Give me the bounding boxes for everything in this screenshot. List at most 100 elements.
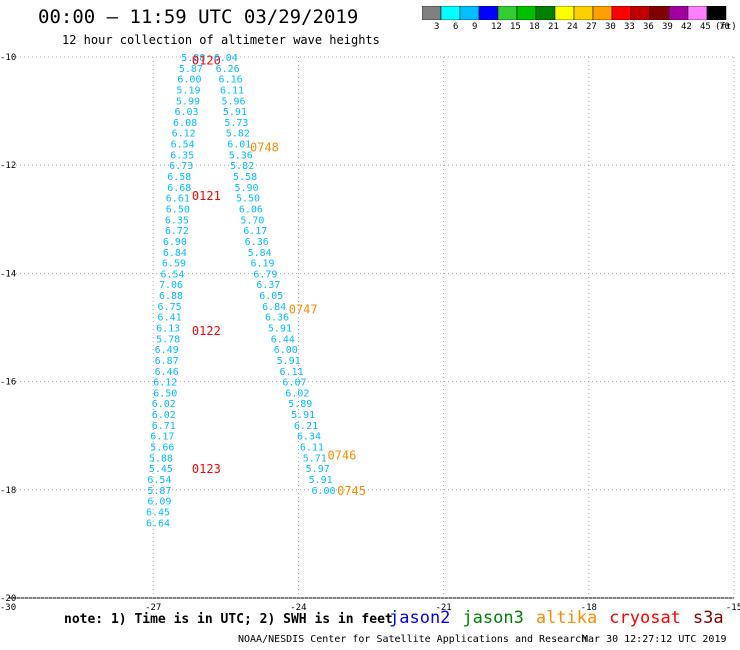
colorbar-label: 6 [453, 22, 459, 32]
colorbar-label: 12 [491, 22, 502, 32]
footer-note: note: 1) Time is in UTC; 2) SWH is in fe… [64, 612, 393, 627]
data-point-label: 5.50 [236, 194, 260, 205]
data-point-label: 6.16 [219, 75, 243, 86]
x-tick-label: -21 [435, 603, 451, 613]
data-point-label: 6.50 [153, 388, 177, 399]
data-point-label: 5.96 [221, 96, 245, 107]
data-point-label: 7.06 [159, 280, 183, 291]
data-point-label: 6.46 [155, 367, 179, 378]
pass-time-label: 0747 [289, 303, 318, 317]
colorbar-label: 33 [624, 22, 635, 32]
data-point-label: 6.88 [159, 291, 183, 302]
pass-time-label: 0123 [192, 462, 221, 476]
y-tick-label: -20 [0, 594, 16, 604]
colorbar-label: 30 [605, 22, 616, 32]
data-point-label: 6.05 [259, 291, 283, 302]
data-point-label: 6.59 [162, 259, 186, 270]
data-point-label: 6.00 [311, 486, 335, 497]
data-point-label: 5.36 [229, 150, 253, 161]
data-point-label: 6.02 [152, 410, 176, 421]
data-point-label: 6.13 [156, 324, 180, 335]
data-point-label: 5.89 [288, 399, 312, 410]
data-point-label: 5.87 [147, 486, 171, 497]
legend-item: cryosat [609, 608, 681, 628]
data-point-label: 6.54 [171, 140, 195, 151]
data-point-label: 6.84 [262, 302, 286, 313]
data-point-label: 6.26 [216, 64, 240, 75]
data-point-label: 6.00 [274, 345, 298, 356]
x-tick-label: -30 [0, 603, 16, 613]
data-point-label: 6.36 [245, 237, 269, 248]
data-point-label: 5.88 [149, 453, 173, 464]
data-point-label: 6.87 [155, 356, 179, 367]
colorbar-label: 27 [586, 22, 597, 32]
data-point-label: 6.68 [167, 183, 191, 194]
data-point-label: 6.00 [177, 75, 201, 86]
data-point-label: 6.02 [285, 388, 309, 399]
x-tick-label: -24 [290, 603, 306, 613]
data-point-label: 6.64 [146, 518, 170, 529]
data-point-label: 5.66 [150, 443, 174, 454]
data-point-label: 6.11 [220, 85, 244, 96]
data-point-label: 6.79 [253, 269, 277, 280]
chart-title: 00:00 — 11:59 UTC 03/29/2019 [38, 6, 359, 28]
data-point-label: 5.19 [176, 85, 200, 96]
data-point-label: 5.91 [268, 324, 292, 335]
data-point-label: 5.70 [240, 215, 264, 226]
colorbar-swatch [706, 6, 727, 20]
footer-credit: NOAA/NESDIS Center for Satellite Applica… [238, 634, 588, 645]
data-point-label: 6.73 [169, 161, 193, 172]
data-point-label: 5.45 [149, 464, 173, 475]
data-point-label: 6.35 [165, 215, 189, 226]
data-point-label: 6.58 [167, 172, 191, 183]
data-point-label: 6.61 [166, 194, 190, 205]
footer-timestamp: Mar 30 12:27:12 UTC 2019 [582, 634, 727, 645]
data-point-label: 6.02 [152, 399, 176, 410]
pass-time-label: 0745 [337, 484, 366, 498]
colorbar-label: 3 [434, 22, 440, 32]
data-point-label: 6.04 [214, 53, 238, 64]
colorbar-label: 36 [643, 22, 654, 32]
colorbar-unit: (ft) [715, 22, 737, 32]
data-point-label: 6.11 [300, 443, 324, 454]
pass-time-label: 0120 [192, 54, 221, 68]
colorbar-label: 9 [472, 22, 478, 32]
colorbar-label: 15 [510, 22, 521, 32]
data-point-label: 5.84 [248, 248, 272, 259]
data-point-label: 6.54 [160, 269, 184, 280]
data-point-label: 5.87 [179, 64, 203, 75]
data-point-label: 5.58 [233, 172, 257, 183]
colorbar-label: 21 [548, 22, 559, 32]
data-point-label: 6.37 [256, 280, 280, 291]
data-point-label: 5.90 [235, 183, 259, 194]
data-point-label: 5.78 [156, 334, 180, 345]
y-tick-label: -14 [0, 269, 16, 279]
data-point-label: 6.12 [153, 378, 177, 389]
data-point-label: 6.49 [155, 345, 179, 356]
y-tick-label: -16 [0, 378, 16, 388]
data-point-label: 6.34 [297, 432, 321, 443]
data-point-label: 6.84 [163, 248, 187, 259]
colorbar-label: 45 [700, 22, 711, 32]
legend-item: s3a [692, 608, 724, 628]
pass-time-label: 0121 [192, 189, 221, 203]
legend: jason2 jason3 altika cryosat s3a [389, 608, 736, 628]
data-point-label: 5.91 [223, 107, 247, 118]
data-point-label: 6.50 [166, 204, 190, 215]
data-point-label: 5.99 [176, 96, 200, 107]
data-point-label: 6.36 [265, 313, 289, 324]
data-point-label: 6.44 [271, 334, 295, 345]
colorbar-label: 70 [719, 22, 730, 32]
colorbar-label: 39 [662, 22, 673, 32]
data-point-label: 6.06 [239, 204, 263, 215]
legend-item: jason3 [462, 608, 524, 628]
colorbar-label: 18 [529, 22, 540, 32]
x-tick-label: -18 [581, 603, 597, 613]
data-point-label: 5.91 [309, 475, 333, 486]
data-point-label: 6.09 [147, 497, 171, 508]
data-point-label: 6.11 [280, 367, 304, 378]
data-point-label: 6.07 [282, 378, 306, 389]
data-point-label: 6.17 [150, 432, 174, 443]
data-point-label: 6.90 [163, 237, 187, 248]
